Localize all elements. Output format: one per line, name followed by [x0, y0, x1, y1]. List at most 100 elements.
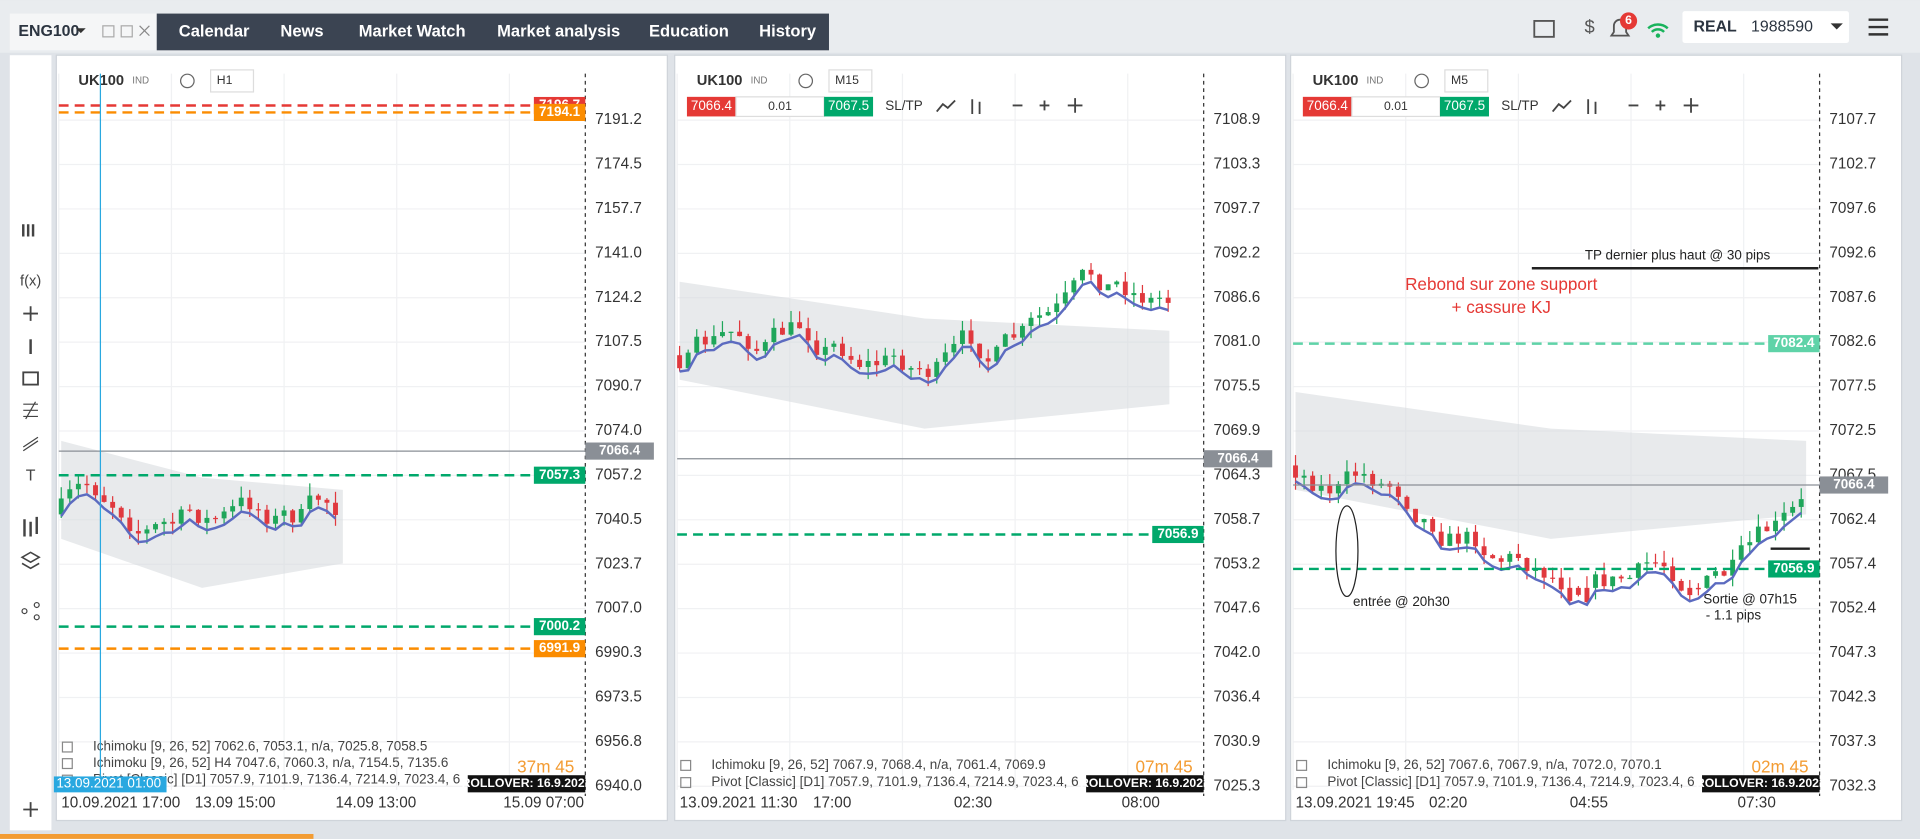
- timeframe[interactable]: M5: [1451, 73, 1468, 87]
- candle-body: [1627, 577, 1633, 580]
- text-tool[interactable]: T: [26, 468, 36, 485]
- candle-body: [728, 331, 734, 333]
- candle-body: [195, 509, 201, 523]
- candle-body: [917, 368, 923, 370]
- candle-body: [702, 336, 708, 345]
- indicator-tool[interactable]: [23, 516, 38, 537]
- detach-icon[interactable]: [102, 25, 115, 38]
- rect-tool[interactable]: [22, 371, 39, 386]
- layout-icon[interactable]: [1533, 20, 1555, 38]
- y-axis-label: 7090.7: [595, 378, 642, 395]
- tool-icon[interactable]: [22, 224, 35, 237]
- buy-button[interactable]: [824, 96, 874, 117]
- price-tag: [1819, 476, 1889, 494]
- timeframe-box[interactable]: [1444, 69, 1489, 93]
- menu-item[interactable]: Market Watch: [359, 21, 466, 40]
- y-axis-label: 7097.7: [1213, 200, 1260, 217]
- account-number[interactable]: 1988590: [1751, 18, 1813, 35]
- indicator-icon[interactable]: [61, 741, 73, 753]
- share-icon[interactable]: [21, 608, 28, 615]
- timeframe[interactable]: M15: [835, 73, 859, 87]
- y-axis-label: 7097.6: [1829, 200, 1876, 217]
- lot-size[interactable]: 0.01: [1384, 99, 1408, 113]
- y-axis-label: 6940.0: [595, 777, 642, 794]
- close-icon[interactable]: [139, 25, 150, 37]
- account-box[interactable]: [1682, 11, 1849, 43]
- timeframe[interactable]: H1: [217, 73, 233, 87]
- hamburger-menu[interactable]: [1868, 18, 1889, 36]
- candle-body: [161, 521, 167, 525]
- chart-panel: 7107.7 7102.7 7097.6 7092.6 7087.6 7082.6 7077…: [1290, 54, 1903, 822]
- notification-count: 6: [1625, 13, 1632, 27]
- candle-body: [1644, 562, 1650, 564]
- share-icon[interactable]: [33, 614, 40, 621]
- info-icon[interactable]: [798, 73, 814, 89]
- sltp-button[interactable]: SL/TP: [885, 98, 922, 113]
- y-axis-label: 7107.7: [1829, 111, 1876, 128]
- share-icon[interactable]: [33, 601, 40, 609]
- annotation: - 1.1 pips: [1706, 608, 1762, 623]
- x-axis-label: 02:30: [954, 794, 992, 811]
- candle-body: [1114, 281, 1120, 285]
- sell-button[interactable]: [686, 96, 736, 117]
- function-tool[interactable]: f(x): [20, 274, 41, 290]
- window-icon[interactable]: [120, 25, 133, 38]
- buy-price[interactable]: 7067.5: [1444, 98, 1485, 113]
- timeframe-box[interactable]: [828, 69, 873, 93]
- candle-body: [1140, 293, 1145, 303]
- y-axis-label: 6973.5: [595, 689, 642, 706]
- indicator-icon[interactable]: [1296, 777, 1308, 789]
- menu-item[interactable]: Market analysis: [497, 21, 620, 40]
- candle-body: [1498, 558, 1504, 562]
- candle-body: [1361, 473, 1367, 476]
- chart-tools[interactable]: [1551, 98, 1699, 114]
- info-icon[interactable]: [180, 73, 195, 89]
- y-axis-label: 7082.6: [1829, 333, 1876, 350]
- candle-body: [1550, 577, 1556, 579]
- progress-bar: [0, 833, 314, 839]
- indicator-icon[interactable]: [1296, 759, 1308, 771]
- lot-size[interactable]: 0.01: [768, 99, 792, 113]
- buy-button[interactable]: [1440, 96, 1489, 117]
- indicator-icon[interactable]: [680, 759, 692, 771]
- candle-body: [788, 322, 794, 335]
- y-axis-label: 7108.9: [1213, 111, 1260, 128]
- indicator-icon[interactable]: [61, 758, 73, 770]
- rollover-box: [1086, 775, 1204, 793]
- instrument-class: IND: [751, 76, 768, 87]
- crosshair-tool[interactable]: [23, 306, 38, 321]
- candle-body: [1618, 576, 1624, 579]
- account-type[interactable]: REAL: [1693, 18, 1737, 35]
- dropdown-arrow: [1830, 23, 1843, 30]
- timeframe-box[interactable]: [210, 69, 255, 93]
- indicator-icon[interactable]: [680, 777, 692, 789]
- layers-tool[interactable]: [20, 551, 41, 570]
- channel-tool[interactable]: [22, 436, 39, 452]
- candle-body: [1438, 531, 1444, 546]
- indicator-legend: Pivot [Classic] [D1] 7057.9, 7101.9, 713…: [93, 772, 460, 787]
- fib-tool[interactable]: [23, 401, 38, 420]
- chart-background: [674, 54, 1287, 822]
- y-axis-label: 7075.5: [1213, 378, 1260, 395]
- sell-price[interactable]: 7066.4: [691, 98, 733, 113]
- sell-button[interactable]: [1302, 96, 1352, 117]
- symbol-tab-label[interactable]: ENG100: [18, 23, 79, 40]
- kijun-line: [60, 492, 337, 544]
- chart-tools[interactable]: [936, 98, 1083, 114]
- menu-item[interactable]: Calendar: [179, 21, 250, 40]
- annotation: TP dernier plus haut @ 30 pips: [1585, 248, 1771, 263]
- buy-price[interactable]: 7067.5: [828, 98, 869, 113]
- candle-body: [1318, 485, 1324, 491]
- sltp-button[interactable]: SL/TP: [1501, 98, 1538, 113]
- add-chart[interactable]: [23, 802, 38, 817]
- currency-icon[interactable]: $: [1584, 16, 1594, 37]
- menu-item[interactable]: Education: [649, 21, 729, 40]
- sell-price[interactable]: 7066.4: [1307, 98, 1349, 113]
- menu-item[interactable]: History: [759, 21, 817, 40]
- candle-body: [1790, 506, 1796, 513]
- info-icon[interactable]: [1414, 73, 1429, 89]
- candle-body: [865, 360, 871, 367]
- indicator-legend: Ichimoku [9, 26, 52] 7067.9, 7068.4, n/a…: [711, 757, 1045, 772]
- wifi-icon: [1647, 23, 1669, 33]
- menu-item[interactable]: News: [280, 21, 323, 40]
